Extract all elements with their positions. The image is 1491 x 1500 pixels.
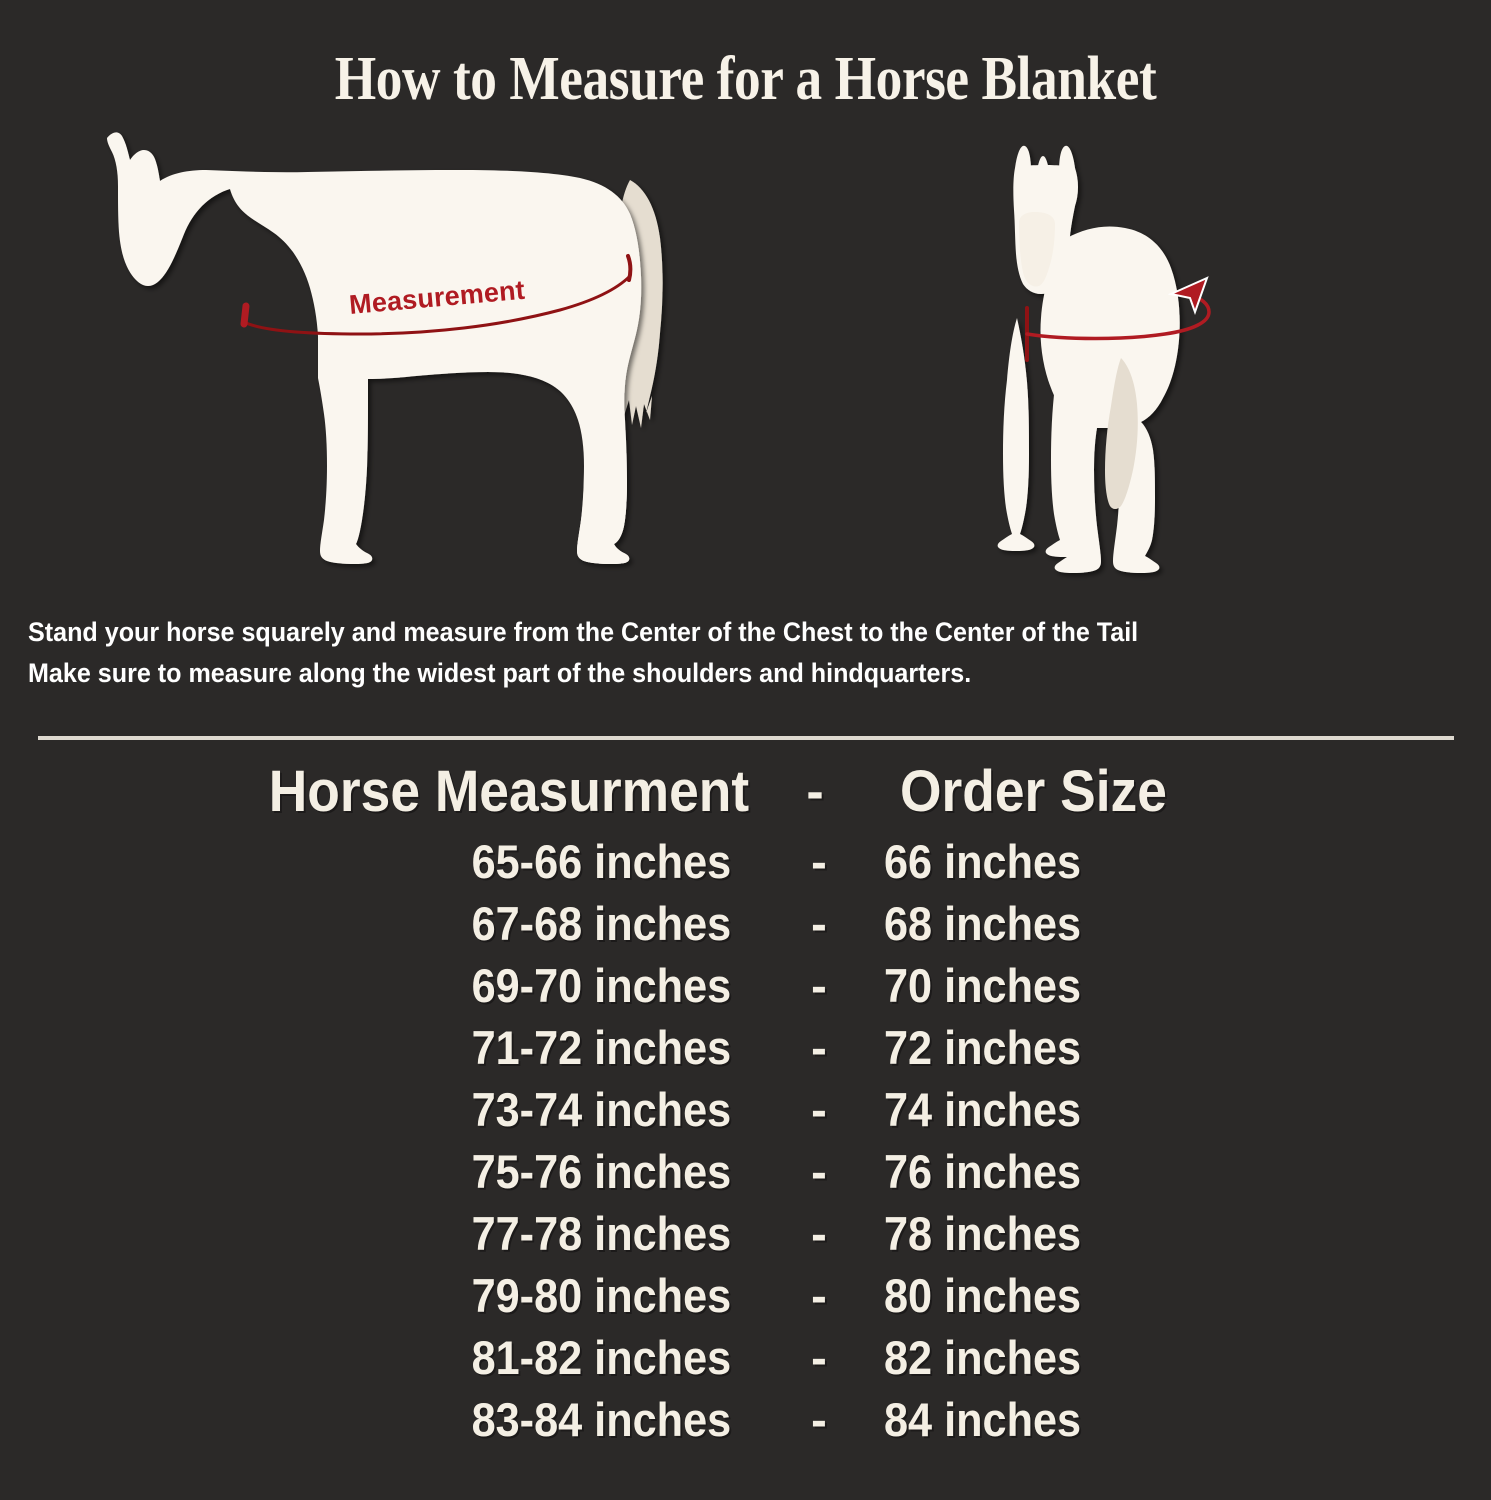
horse-body-silhouette <box>107 132 642 564</box>
row-measurement: 69-70 inches <box>471 959 731 1012</box>
row-measurement: 67-68 inches <box>471 897 731 950</box>
row-separator: - <box>811 1021 827 1074</box>
illustration-area: Measurement <box>0 128 1491 598</box>
row-measurement: 73-74 inches <box>471 1083 731 1136</box>
row-separator: - <box>811 835 827 888</box>
section-divider <box>38 736 1454 740</box>
horse-side-view: Measurement <box>107 132 663 564</box>
header-order-size: Order Size <box>900 759 1167 824</box>
row-measurement: 81-82 inches <box>471 1331 731 1384</box>
row-measurement: 65-66 inches <box>471 835 731 888</box>
table-row: 77-78 inches - 78 inches <box>0 1205 1491 1267</box>
table-row: 75-76 inches - 76 inches <box>0 1143 1491 1205</box>
row-separator: - <box>811 959 827 1012</box>
row-order-size: 66 inches <box>884 835 1082 888</box>
row-order-size: 68 inches <box>884 897 1082 950</box>
row-measurement: 77-78 inches <box>471 1207 731 1260</box>
horse-rear-view <box>997 145 1211 573</box>
row-order-size: 72 inches <box>884 1021 1082 1074</box>
table-row: 65-66 inches - 66 inches <box>0 833 1491 895</box>
header-separator: - <box>806 763 824 821</box>
instructions-text: Stand your horse squarely and measure fr… <box>28 612 1367 694</box>
row-measurement: 79-80 inches <box>471 1269 731 1322</box>
table-row: 69-70 inches - 70 inches <box>0 957 1491 1019</box>
row-measurement: 75-76 inches <box>471 1145 731 1198</box>
row-order-size: 82 inches <box>884 1331 1082 1384</box>
instructions-line-1: Stand your horse squarely and measure fr… <box>28 617 1139 647</box>
measurement-line <box>240 254 633 336</box>
table-header-row: Horse Measurment - Order Size <box>0 757 1491 833</box>
instructions-line-2: Make sure to measure along the widest pa… <box>28 658 972 688</box>
table-row: 71-72 inches - 72 inches <box>0 1019 1491 1081</box>
row-separator: - <box>811 1083 827 1136</box>
row-separator: - <box>811 1331 827 1384</box>
table-row: 81-82 inches - 82 inches <box>0 1329 1491 1391</box>
horse-rear-silhouette <box>997 145 1180 573</box>
size-chart-table: Horse Measurment - Order Size 65-66 inch… <box>0 757 1491 1453</box>
row-separator: - <box>811 1269 827 1322</box>
row-order-size: 70 inches <box>884 959 1082 1012</box>
page-title: How to Measure for a Horse Blanket <box>334 45 1157 113</box>
row-separator: - <box>811 897 827 950</box>
row-order-size: 74 inches <box>884 1083 1082 1136</box>
table-row: 79-80 inches - 80 inches <box>0 1267 1491 1329</box>
measurement-arrow <box>1025 276 1211 362</box>
row-measurement: 71-72 inches <box>471 1021 731 1074</box>
row-order-size: 84 inches <box>884 1393 1082 1446</box>
header-measurement: Horse Measurment <box>268 759 749 824</box>
row-measurement: 83-84 inches <box>471 1393 731 1446</box>
row-separator: - <box>811 1393 827 1446</box>
table-row: 83-84 inches - 84 inches <box>0 1391 1491 1453</box>
table-row: 73-74 inches - 74 inches <box>0 1081 1491 1143</box>
row-order-size: 76 inches <box>884 1145 1082 1198</box>
row-order-size: 80 inches <box>884 1269 1082 1322</box>
table-row: 67-68 inches - 68 inches <box>0 895 1491 957</box>
row-separator: - <box>811 1145 827 1198</box>
row-order-size: 78 inches <box>884 1207 1082 1260</box>
row-separator: - <box>811 1207 827 1260</box>
